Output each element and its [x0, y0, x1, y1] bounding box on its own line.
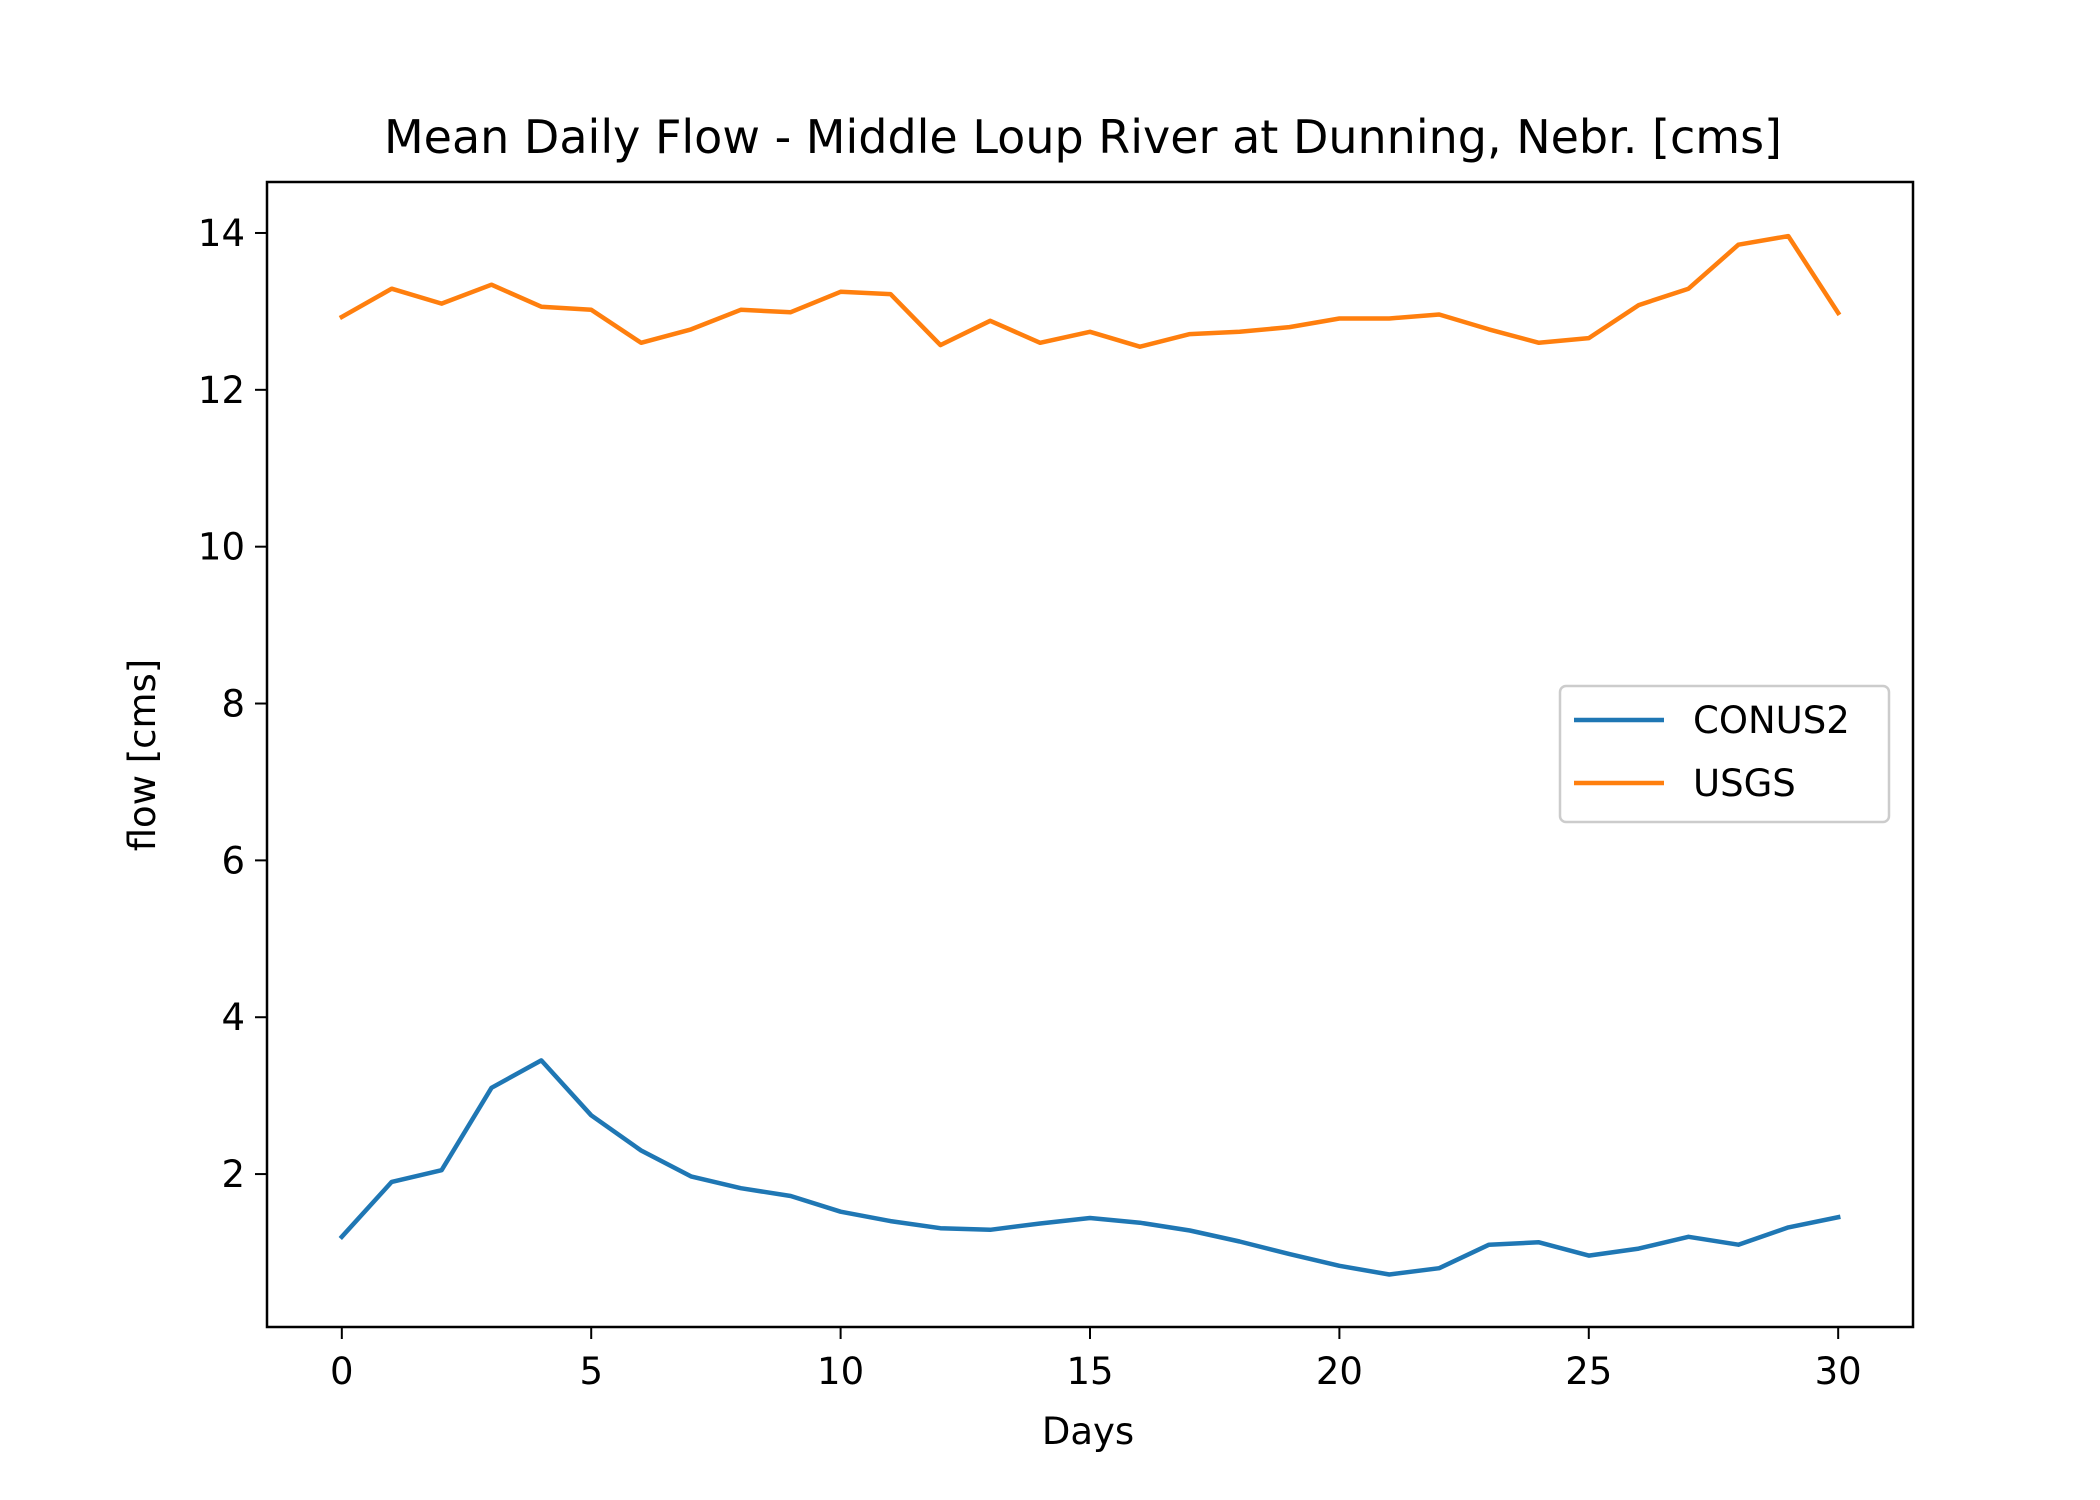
- series-line-conus2: [338, 1058, 1841, 1277]
- legend: CONUS2 USGS: [1558, 684, 1891, 824]
- x-tick-label: 10: [817, 1350, 864, 1393]
- chart-title: Mean Daily Flow - Middle Loup River at D…: [384, 110, 1782, 164]
- y-tick-label: 10: [198, 526, 245, 569]
- y-tick-label: 6: [221, 839, 245, 882]
- x-tick-label: 0: [330, 1350, 354, 1393]
- y-tick-label: 8: [221, 683, 245, 726]
- legend-label-conus2: CONUS2: [1693, 699, 1850, 742]
- x-tick-label: 20: [1316, 1350, 1363, 1393]
- x-tick-label: 15: [1066, 1350, 1113, 1393]
- y-tick-label: 14: [198, 212, 245, 255]
- x-tick-label: 5: [579, 1350, 603, 1393]
- legend-label-usgs: USGS: [1693, 762, 1796, 805]
- x-tick-label: 30: [1815, 1350, 1862, 1393]
- y-axis-label: flow [cms]: [121, 659, 164, 852]
- y-tick-label: 12: [198, 369, 245, 412]
- series-line-usgs: [338, 233, 1842, 349]
- y-tick-label: 4: [221, 996, 245, 1039]
- y-tick-label: 2: [221, 1153, 245, 1196]
- x-axis-label: Days: [1042, 1410, 1134, 1453]
- x-tick-label: 25: [1565, 1350, 1612, 1393]
